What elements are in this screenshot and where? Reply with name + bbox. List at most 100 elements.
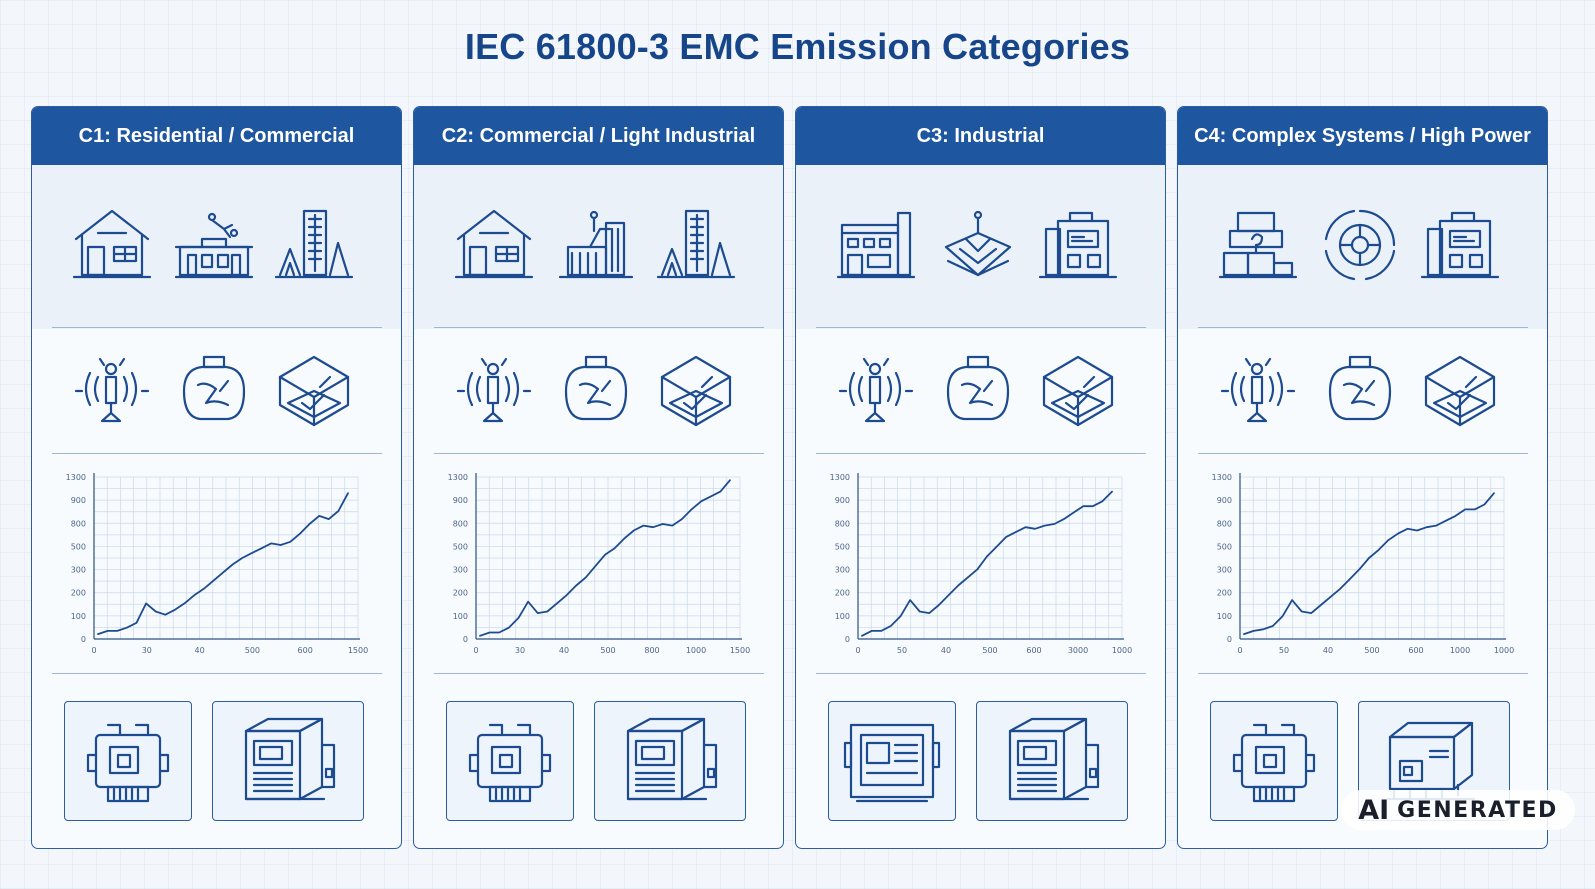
emission-line-chart: 0 100 200 300 500 800 900 1300 0 30 40 500 800 1000 15… — [428, 467, 750, 667]
signal-emitter-icon — [70, 347, 154, 431]
x-tick-label: 50 — [1279, 646, 1289, 655]
page-title: IEC 61800-3 EMC Emission Categories — [464, 26, 1131, 67]
ai-generated-watermark: AI GENERATED — [1341, 790, 1575, 830]
watermark-ai: AI — [1358, 794, 1390, 826]
series-line — [1243, 492, 1495, 636]
emission-bag-icon — [172, 347, 256, 431]
y-tick-label: 100 — [71, 612, 86, 621]
row-divider — [1198, 453, 1528, 454]
x-tick-label: 1500 — [730, 646, 750, 655]
row-divider — [434, 453, 764, 454]
x-tick-label: 500 — [600, 646, 615, 655]
x-tick-label: 600 — [298, 646, 313, 655]
y-tick-label: 800 — [453, 519, 468, 528]
x-tick-label: 1500 — [348, 646, 368, 655]
x-tick-label: 600 — [1408, 646, 1423, 655]
x-tick-label: 40 — [195, 646, 205, 655]
y-tick-label: 200 — [71, 589, 86, 598]
y-tick-label: 200 — [835, 589, 850, 598]
watermark-text: GENERATED — [1397, 797, 1558, 823]
y-tick-label: 100 — [453, 612, 468, 621]
series-line — [861, 490, 1113, 637]
y-tick-label: 1300 — [448, 473, 468, 482]
compact-drive-icon — [64, 701, 192, 821]
y-tick-label: 1300 — [1212, 473, 1232, 482]
y-tick-label: 900 — [71, 496, 86, 505]
enclosure-box-icon — [1418, 347, 1502, 431]
x-tick-label: 500 — [1364, 646, 1379, 655]
y-tick-label: 500 — [835, 542, 850, 551]
y-tick-label: 800 — [835, 519, 850, 528]
emission-bag-icon — [1318, 347, 1402, 431]
x-tick-label: 800 — [644, 646, 659, 655]
drive-cabinet-icon — [212, 701, 364, 821]
category-panel-c1: C1: Residential / Commercial 0 100 200 300 50… — [31, 106, 402, 849]
x-tick-label: 50 — [897, 646, 907, 655]
drive-cabinet-icon — [976, 701, 1128, 821]
x-tick-label: 1000 — [686, 646, 706, 655]
y-tick-label: 200 — [453, 589, 468, 598]
x-tick-label: 40 — [559, 646, 569, 655]
y-tick-label: 500 — [453, 542, 468, 551]
row-divider — [434, 673, 764, 674]
y-tick-label: 0 — [81, 635, 86, 644]
panel-header: C1: Residential / Commercial — [32, 107, 401, 165]
y-tick-label: 800 — [71, 519, 86, 528]
y-tick-label: 1300 — [830, 473, 850, 482]
signal-emitter-icon — [834, 347, 918, 431]
signal-emitter-icon — [452, 347, 536, 431]
category-panel-c4: C4: Complex Systems / High Power 0 100 200 3… — [1177, 106, 1548, 849]
city-skyline-icon — [272, 203, 356, 287]
y-tick-label: 300 — [453, 566, 468, 575]
x-tick-label: 1000 — [1112, 646, 1132, 655]
signal-emitter-icon — [1216, 347, 1300, 431]
x-tick-label: 1000 — [1450, 646, 1470, 655]
x-tick-label: 40 — [941, 646, 951, 655]
y-tick-label: 100 — [835, 612, 850, 621]
row-divider — [816, 327, 1146, 328]
row-divider — [1198, 327, 1528, 328]
enclosure-box-icon — [272, 347, 356, 431]
compact-drive-icon — [446, 701, 574, 821]
panel-header: C3: Industrial — [796, 107, 1165, 165]
industrial-plant-icon — [1418, 203, 1502, 287]
category-panel-c2: C2: Commercial / Light Industrial 0 100 200… — [413, 106, 784, 849]
enclosure-box-icon — [654, 347, 738, 431]
y-tick-label: 300 — [71, 566, 86, 575]
y-tick-label: 100 — [1217, 612, 1232, 621]
x-tick-label: 0 — [855, 646, 860, 655]
row-divider — [816, 673, 1146, 674]
row-divider — [52, 453, 382, 454]
x-tick-label: 1000 — [1494, 646, 1514, 655]
y-tick-label: 900 — [835, 496, 850, 505]
y-tick-label: 300 — [835, 566, 850, 575]
panel-header: C2: Commercial / Light Industrial — [414, 107, 783, 165]
industrial-plant-icon — [1036, 203, 1120, 287]
series-line — [479, 479, 731, 637]
x-tick-label: 3000 — [1068, 646, 1088, 655]
small-office-icon — [172, 203, 256, 287]
row-divider — [52, 673, 382, 674]
x-tick-label: 500 — [245, 646, 260, 655]
y-tick-label: 500 — [1217, 542, 1232, 551]
emission-line-chart: 0 100 200 300 500 800 900 1300 0 50 40 500 600 3000 10… — [810, 467, 1132, 667]
x-tick-label: 500 — [982, 646, 997, 655]
y-tick-label: 300 — [1217, 566, 1232, 575]
x-tick-label: 30 — [515, 646, 525, 655]
commercial-building-icon — [554, 203, 638, 287]
target-ring-icon — [1318, 203, 1402, 287]
y-tick-label: 800 — [1217, 519, 1232, 528]
row-divider — [52, 327, 382, 328]
y-tick-label: 900 — [453, 496, 468, 505]
row-divider — [816, 453, 1146, 454]
panel-header: C4: Complex Systems / High Power — [1178, 107, 1547, 165]
y-tick-label: 0 — [845, 635, 850, 644]
y-tick-label: 200 — [1217, 589, 1232, 598]
stacked-modules-icon — [1216, 203, 1300, 287]
drive-cabinet-icon — [594, 701, 746, 821]
category-panel-c3: C3: Industrial 0 100 200 300 500 800 900 1300 0 50… — [795, 106, 1166, 849]
x-tick-label: 0 — [1237, 646, 1242, 655]
house-icon — [452, 203, 536, 287]
emission-bag-icon — [936, 347, 1020, 431]
enclosure-box-icon — [1036, 347, 1120, 431]
